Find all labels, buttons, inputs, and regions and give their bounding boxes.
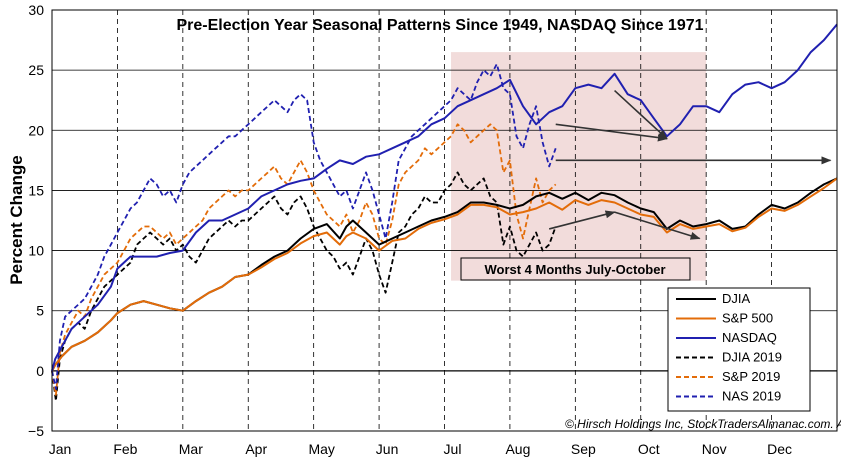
y-tick-label: 25 xyxy=(28,62,44,78)
trend-arrow-2 xyxy=(548,210,616,230)
x-tick-label-nov: Nov xyxy=(702,441,727,457)
annotation-text: Worst 4 Months July-October xyxy=(484,262,665,277)
copyright-text: © Hirsch Holdings Inc, StockTradersAlman… xyxy=(565,417,841,431)
x-tick-label-oct: Oct xyxy=(638,441,660,457)
chart-title: Pre-Election Year Seasonal Patterns Sinc… xyxy=(176,17,703,34)
trend-arrow-nasdaq xyxy=(614,90,668,140)
x-tick-label-may: May xyxy=(308,441,334,457)
x-tick-label-apr: Apr xyxy=(245,441,267,457)
x-tick-label-feb: Feb xyxy=(113,441,137,457)
y-tick-label: 10 xyxy=(28,243,44,259)
x-tick-label-dec: Dec xyxy=(767,441,792,457)
x-tick-label-sep: Sep xyxy=(571,441,596,457)
y-tick-label: 0 xyxy=(36,363,44,379)
x-tick-label-jan: Jan xyxy=(49,441,72,457)
legend: DJIA S&P 500 NASDAQ DJIA 2019 S&P 2019 NAS 20… xyxy=(667,287,811,412)
legend-label-s-p-500: S&P 500 xyxy=(722,311,773,326)
axis-layer: −5 0 5 10 15 20 25 30 Jan Feb Mar Apr May Jun Jul Aug Se… xyxy=(28,2,838,457)
x-tick-label-mar: Mar xyxy=(179,441,203,457)
series-line-nasdaq xyxy=(51,23,838,372)
y-tick-label: −5 xyxy=(28,423,44,439)
annotation-box-frame xyxy=(460,257,691,281)
y-tick-label: 15 xyxy=(28,182,44,198)
plot-frame xyxy=(51,9,838,432)
y-axis-label: Percent Change xyxy=(7,155,26,284)
legend-label-nas-2019: NAS 2019 xyxy=(722,389,781,404)
legend-frame xyxy=(667,287,811,412)
y-tick-label: 5 xyxy=(36,303,44,319)
legend-label-nasdaq: NASDAQ xyxy=(722,330,777,345)
trend-arrow-3 xyxy=(614,211,701,240)
x-tick-label-aug: Aug xyxy=(505,441,530,457)
legend-label-djia: DJIA xyxy=(722,291,751,306)
y-tick-label: 30 xyxy=(28,2,44,18)
annotation-box: Worst 4 Months July-October xyxy=(460,257,691,281)
series-line-nas-2019 xyxy=(51,63,557,390)
arrow-layer xyxy=(548,90,832,240)
x-tick-label-jun: Jun xyxy=(376,441,399,457)
series-line-djia-2019 xyxy=(51,171,557,402)
legend-label-djia-2019: DJIA 2019 xyxy=(722,350,782,365)
trend-arrow-0 xyxy=(555,123,668,142)
legend-label-s-p-2019: S&P 2019 xyxy=(722,369,780,384)
series-layer xyxy=(51,23,838,402)
x-tick-label-jul: Jul xyxy=(444,441,462,457)
series-line-s-p-500 xyxy=(51,177,838,372)
series-line-s-p-2019 xyxy=(51,123,557,396)
y-tick-label: 20 xyxy=(28,122,44,138)
